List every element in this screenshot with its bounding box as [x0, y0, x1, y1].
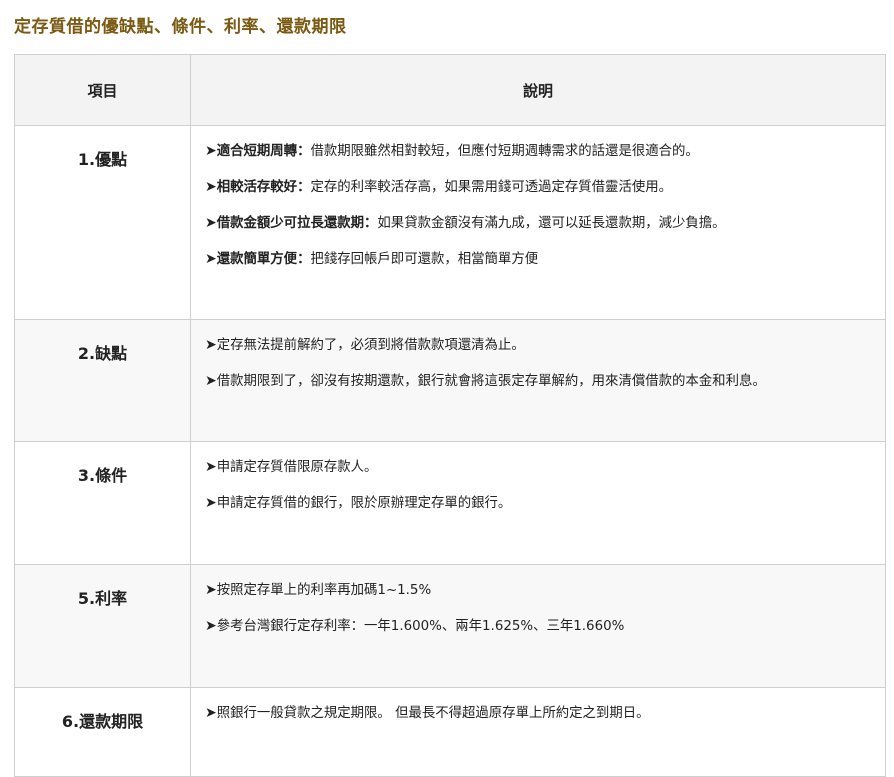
- table-row-interest-rate: 5.利率 ➤按照定存單上的利率再加碼1~1.5% ➤參考台灣銀行定存利率：一年1…: [14, 564, 886, 688]
- description-line: ➤借款金額少可拉長還款期：如果貸款金額沒有滿九成，還可以延長還款期，減少負擔。: [205, 212, 885, 248]
- row-description: ➤按照定存單上的利率再加碼1~1.5% ➤參考台灣銀行定存利率：一年1.600%…: [190, 564, 886, 688]
- row-label: 6.還款期限: [14, 687, 191, 777]
- arrow-bullet-icon: ➤: [205, 179, 217, 195]
- description-line: ➤申請定存質借限原存款人。: [205, 456, 885, 492]
- line-keyword: 借款金額少可拉長還款期：: [216, 216, 378, 231]
- row-label: 5.利率: [14, 564, 191, 688]
- arrow-bullet-icon: ➤: [205, 337, 217, 353]
- arrow-bullet-icon: ➤: [205, 459, 217, 475]
- arrow-bullet-icon: ➤: [205, 705, 217, 721]
- row-description: ➤適合短期周轉：借款期限雖然相對較短，但應付短期週轉需求的話還是很適合的。 ➤相…: [190, 125, 886, 320]
- arrow-bullet-icon: ➤: [205, 143, 217, 159]
- row-label: 3.條件: [14, 441, 191, 565]
- line-text: 參考台灣銀行定存利率：一年1.600%、兩年1.625%、三年1.660%: [216, 619, 625, 634]
- arrow-bullet-icon: ➤: [205, 373, 217, 389]
- page-title: 定存質借的優缺點、條件、利率、還款期限: [14, 17, 347, 37]
- line-text: 把錢存回帳戶即可還款，相當簡單方便: [310, 252, 539, 267]
- description-line: ➤照銀行一般貸款之規定期限。 但最長不得超過原存單上所約定之到期日。: [205, 702, 885, 738]
- line-text: 申請定存質借限原存款人。: [216, 460, 378, 475]
- arrow-bullet-icon: ➤: [205, 618, 217, 634]
- table-row-conditions: 3.條件 ➤申請定存質借限原存款人。 ➤申請定存質借的銀行，限於原辦理定存單的銀…: [14, 441, 886, 565]
- line-keyword: 還款簡單方便：: [216, 252, 311, 267]
- table-header-row: 項目 說明: [14, 54, 886, 126]
- description-line: ➤適合短期周轉：借款期限雖然相對較短，但應付短期週轉需求的話還是很適合的。: [205, 140, 885, 176]
- line-text: 借款期限到了，卻沒有按期還款，銀行就會將這張定存單解約，用來清償借款的本金和利息…: [216, 374, 766, 389]
- arrow-bullet-icon: ➤: [205, 582, 217, 598]
- row-description: ➤申請定存質借限原存款人。 ➤申請定存質借的銀行，限於原辦理定存單的銀行。: [190, 441, 886, 565]
- description-line: ➤相較活存較好：定存的利率較活存高，如果需用錢可透過定存質借靈活使用。: [205, 176, 885, 212]
- line-keyword: 適合短期周轉：: [216, 144, 311, 159]
- line-text: 如果貸款金額沒有滿九成，還可以延長還款期，減少負擔。: [377, 216, 726, 231]
- description-line: ➤定存無法提前解約了，必須到將借款款項還清為止。: [205, 334, 885, 370]
- table-row-repayment-term: 6.還款期限 ➤照銀行一般貸款之規定期限。 但最長不得超過原存單上所約定之到期日…: [14, 687, 886, 777]
- arrow-bullet-icon: ➤: [205, 215, 217, 231]
- row-description: ➤照銀行一般貸款之規定期限。 但最長不得超過原存單上所約定之到期日。: [190, 687, 886, 777]
- line-text: 照銀行一般貸款之規定期限。 但最長不得超過原存單上所約定之到期日。: [216, 706, 650, 721]
- row-label: 1.優點: [14, 125, 191, 320]
- description-line: ➤借款期限到了，卻沒有按期還款，銀行就會將這張定存單解約，用來清償借款的本金和利…: [205, 370, 885, 406]
- line-text: 定存的利率較活存高，如果需用錢可透過定存質借靈活使用。: [310, 180, 673, 195]
- description-line: ➤還款簡單方便：把錢存回帳戶即可還款，相當簡單方便: [205, 248, 885, 284]
- row-label: 2.缺點: [14, 319, 191, 442]
- line-text: 借款期限雖然相對較短，但應付短期週轉需求的話還是很適合的。: [310, 144, 699, 159]
- line-text: 申請定存質借的銀行，限於原辦理定存單的銀行。: [216, 496, 512, 511]
- row-description: ➤定存無法提前解約了，必須到將借款款項還清為止。 ➤借款期限到了，卻沒有按期還款…: [190, 319, 886, 442]
- description-line: ➤申請定存質借的銀行，限於原辦理定存單的銀行。: [205, 492, 885, 528]
- description-line: ➤參考台灣銀行定存利率：一年1.600%、兩年1.625%、三年1.660%: [205, 615, 885, 651]
- table-row-disadvantages: 2.缺點 ➤定存無法提前解約了，必須到將借款款項還清為止。 ➤借款期限到了，卻沒…: [14, 319, 886, 442]
- line-keyword: 相較活存較好：: [216, 180, 311, 195]
- line-text: 按照定存單上的利率再加碼1~1.5%: [216, 583, 432, 598]
- column-header-item: 項目: [14, 54, 191, 126]
- description-line: ➤按照定存單上的利率再加碼1~1.5%: [205, 579, 885, 615]
- arrow-bullet-icon: ➤: [205, 495, 217, 511]
- info-table: 項目 說明 1.優點 ➤適合短期周轉：借款期限雖然相對較短，但應付短期週轉需求的…: [14, 54, 886, 777]
- arrow-bullet-icon: ➤: [205, 251, 217, 267]
- column-header-description: 說明: [190, 54, 886, 126]
- line-text: 定存無法提前解約了，必須到將借款款項還清為止。: [216, 338, 525, 353]
- table-row-advantages: 1.優點 ➤適合短期周轉：借款期限雖然相對較短，但應付短期週轉需求的話還是很適合…: [14, 125, 886, 320]
